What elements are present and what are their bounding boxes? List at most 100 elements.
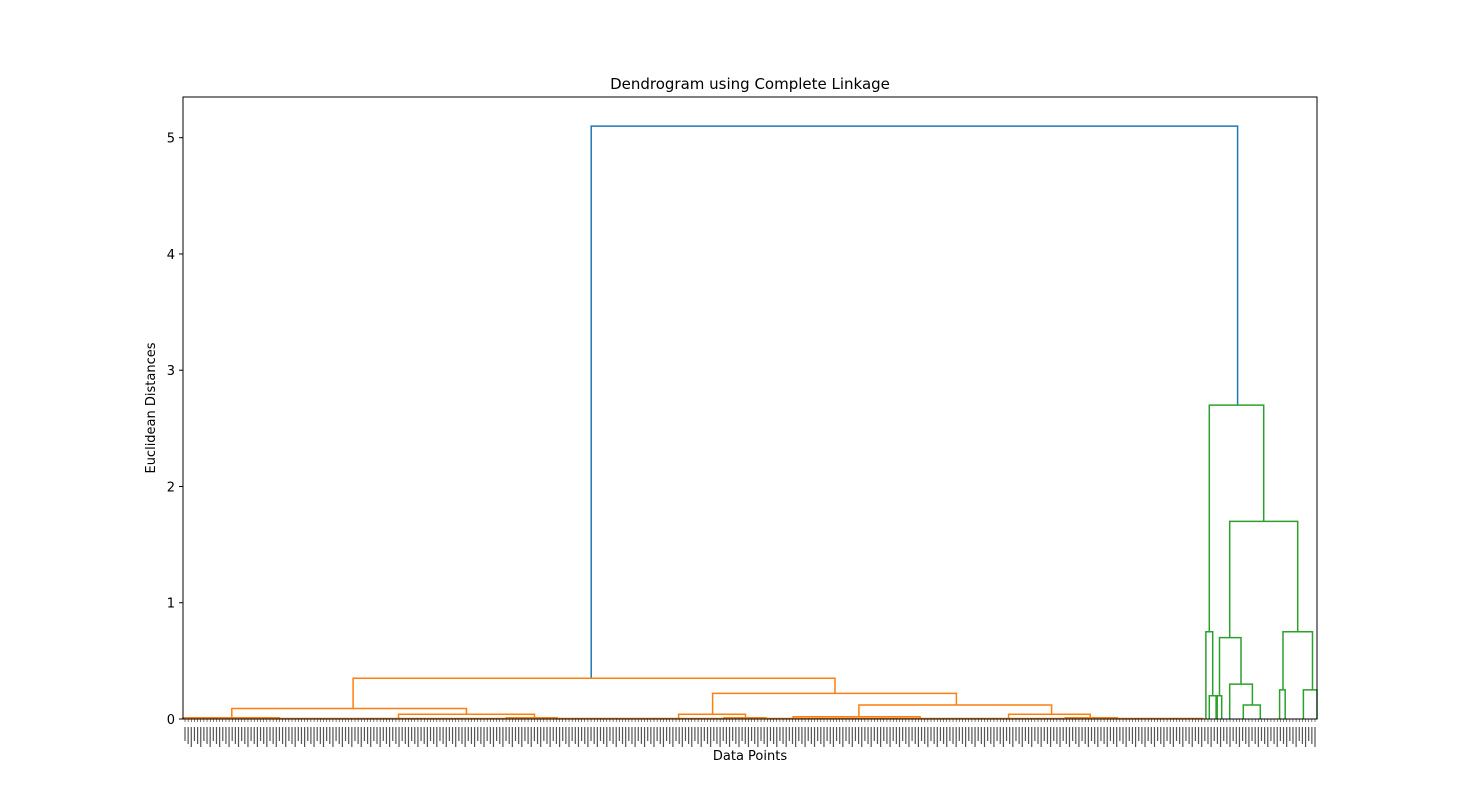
leaf-label [848, 727, 850, 744]
leaf-label [643, 727, 646, 747]
leaf-label [1279, 727, 1281, 741]
leaf-label [404, 727, 406, 744]
leaf-label [187, 727, 189, 744]
leaf-label [1292, 727, 1294, 744]
leaf-label [395, 727, 397, 744]
leaf-label [1311, 727, 1313, 744]
leaf-label [1018, 727, 1020, 744]
leaf-label [253, 727, 255, 744]
leaf-label [832, 727, 835, 747]
leaf-label [990, 727, 992, 744]
dendrogram-link [231, 707, 468, 718]
leaf-label [870, 727, 872, 747]
leaf-label [426, 727, 428, 747]
leaf-label [291, 727, 293, 744]
leaf-label [1157, 727, 1159, 741]
leaf-label [1062, 727, 1064, 741]
leaf-label [269, 727, 271, 741]
leaf-label [417, 727, 419, 747]
leaf-label [222, 727, 224, 741]
leaf-label [231, 727, 233, 741]
leaf-label [691, 727, 693, 747]
leaf-label [710, 727, 712, 747]
leaf-label [496, 727, 498, 741]
leaf-label [936, 727, 938, 747]
leaf-label [1094, 727, 1096, 744]
dendrogram-link [1278, 689, 1286, 719]
dendrogram-link [677, 713, 747, 719]
leaf-label [1257, 727, 1259, 747]
dendrogram-link [1228, 683, 1254, 719]
leaf-label [304, 727, 306, 747]
leaf-label [804, 727, 806, 747]
leaf-label [329, 727, 331, 744]
leaf-label [1002, 727, 1004, 747]
leaf-label [313, 727, 315, 747]
leaf-label [322, 727, 325, 747]
leaf-label [1150, 727, 1152, 744]
leaf-label [669, 727, 671, 744]
leaf-label [1235, 727, 1237, 744]
leaf-label [1223, 727, 1225, 741]
leaf-label [725, 727, 727, 744]
leaf-label [366, 727, 369, 744]
leaf-label [823, 727, 825, 747]
leaf-label [697, 727, 699, 744]
leaf-label [1021, 727, 1023, 747]
leaf-label [1163, 727, 1165, 747]
leaf-label [373, 727, 375, 741]
leaf-label [750, 727, 753, 741]
leaf-label [864, 727, 866, 741]
leaf-label [190, 727, 192, 747]
leaf-label [996, 727, 998, 741]
leaf-label [1031, 727, 1033, 747]
leaf-label [244, 727, 246, 744]
leaf-label [684, 727, 687, 741]
leaf-label [719, 727, 721, 747]
leaf-label [924, 727, 926, 744]
dendrogram-link [711, 692, 958, 715]
leaf-label [1260, 727, 1263, 741]
leaf-label [1012, 727, 1014, 747]
leaf-label [920, 727, 923, 741]
leaf-label [1242, 727, 1244, 741]
leaf-label [1267, 727, 1269, 747]
leaf-label [1103, 727, 1105, 744]
leaf-label [354, 727, 356, 741]
leaf-label [961, 727, 964, 744]
leaf-label [568, 727, 570, 747]
leaf-label [433, 727, 435, 744]
leaf-label [835, 727, 838, 741]
leaf-label [464, 727, 466, 747]
leaf-label [993, 727, 995, 747]
leaf-label [1160, 727, 1162, 744]
leaf-label [439, 727, 441, 741]
leaf-label [1078, 727, 1080, 747]
leaf-label [817, 727, 819, 741]
leaf-label [574, 727, 576, 744]
leaf-label [987, 727, 989, 741]
leaf-label [505, 727, 507, 741]
leaf-label [363, 727, 366, 741]
y-tick-label: 4 [167, 248, 175, 263]
leaf-label [618, 727, 620, 741]
leaf-label [546, 727, 548, 744]
leaf-label [949, 727, 951, 741]
leaf-label [219, 727, 221, 747]
leaf-label [338, 727, 340, 744]
leaf-label [1024, 727, 1027, 741]
leaf-label [839, 727, 841, 744]
leaf-label [650, 727, 652, 744]
plot-frame [182, 96, 1318, 720]
leaf-label [1112, 727, 1115, 744]
leaf-label [1276, 727, 1278, 747]
leaf-label [1298, 727, 1300, 741]
leaf-label [810, 727, 812, 744]
leaf-label [700, 727, 702, 747]
leaf-label [1075, 727, 1077, 744]
leaf-label [451, 727, 454, 744]
leaf-label [584, 727, 586, 744]
leaf-label [968, 727, 970, 741]
leaf-label [473, 727, 476, 747]
